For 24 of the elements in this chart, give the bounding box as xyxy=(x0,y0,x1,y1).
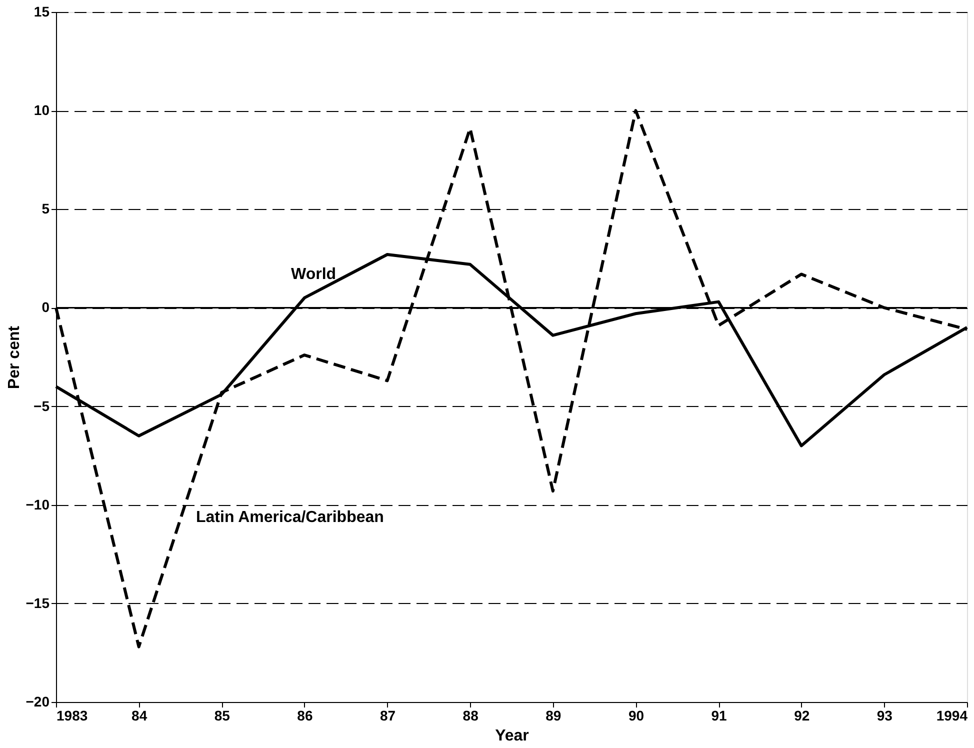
y-axis-title: Per cent xyxy=(6,325,23,390)
x-tick-label: 90 xyxy=(628,708,644,724)
x-tick-label: 93 xyxy=(876,708,893,724)
y-tick-label: −5 xyxy=(34,398,50,414)
x-axis-title: Year xyxy=(495,728,529,744)
y-tick-label: −10 xyxy=(26,496,50,512)
y-tick-label: 0 xyxy=(42,299,50,316)
x-tick-label: 1983 xyxy=(56,708,88,724)
x-tick-label: 92 xyxy=(794,708,810,724)
y-tick-label: −20 xyxy=(26,694,50,710)
x-tick-label: 86 xyxy=(297,708,313,724)
series-label: World xyxy=(291,266,336,283)
x-tick-label: 88 xyxy=(462,708,479,724)
y-tick-label: 15 xyxy=(34,4,50,20)
y-tick-label: 10 xyxy=(34,102,50,118)
x-tick-label: 1994 xyxy=(936,708,968,724)
x-tick-label: 87 xyxy=(380,708,396,724)
x-tick-label: 84 xyxy=(132,708,148,724)
series-label: Latin America/Caribbean xyxy=(196,509,384,526)
x-tick-label: 91 xyxy=(711,708,728,724)
y-tick-label: 5 xyxy=(42,200,50,217)
y-tick-label: −15 xyxy=(26,594,50,611)
x-tick-label: 89 xyxy=(546,708,562,724)
x-tick-label: 85 xyxy=(214,708,230,724)
